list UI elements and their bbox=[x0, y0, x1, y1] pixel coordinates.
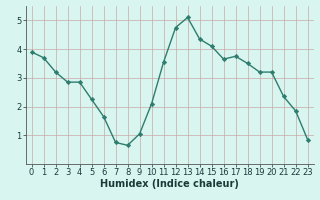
X-axis label: Humidex (Indice chaleur): Humidex (Indice chaleur) bbox=[100, 179, 239, 189]
